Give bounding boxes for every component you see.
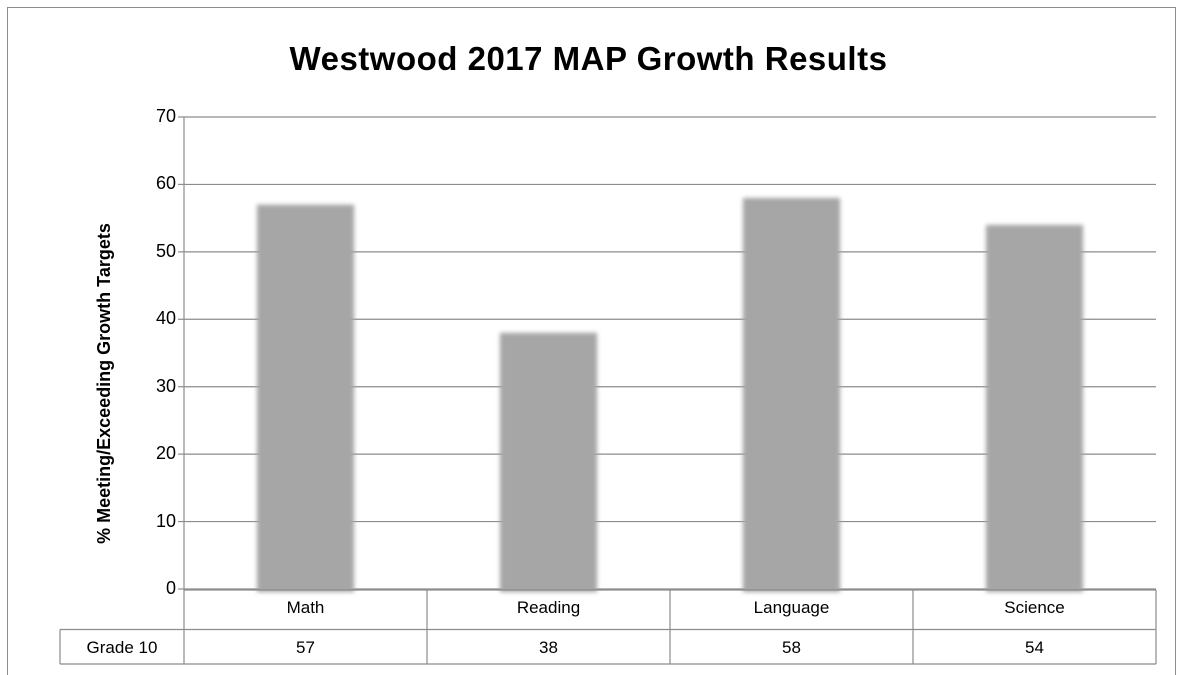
y-tick-label: 40 [136, 308, 176, 329]
bar-language [743, 198, 840, 592]
x-tick-label: Reading [427, 598, 670, 618]
y-tick-label: 20 [136, 443, 176, 464]
series-name: Grade 10 [60, 638, 184, 658]
y-tick-label: 70 [136, 106, 176, 127]
bar-reading [500, 333, 597, 592]
table-value: 58 [670, 638, 913, 658]
x-tick-label: Science [913, 598, 1156, 618]
y-tick-label: 30 [136, 376, 176, 397]
y-axis-label: % Meeting/Exceeding Growth Targets [93, 223, 114, 544]
x-tick-label: Language [670, 598, 913, 618]
x-tick-label: Math [184, 598, 427, 618]
y-tick-label: 0 [136, 578, 176, 599]
table-value: 38 [427, 638, 670, 658]
table-value: 57 [184, 638, 427, 658]
y-tick-label: 60 [136, 173, 176, 194]
bar-math [257, 205, 354, 592]
bar-science [986, 225, 1083, 592]
y-tick-label: 50 [136, 241, 176, 262]
table-value: 54 [913, 638, 1156, 658]
y-tick-label: 10 [136, 511, 176, 532]
